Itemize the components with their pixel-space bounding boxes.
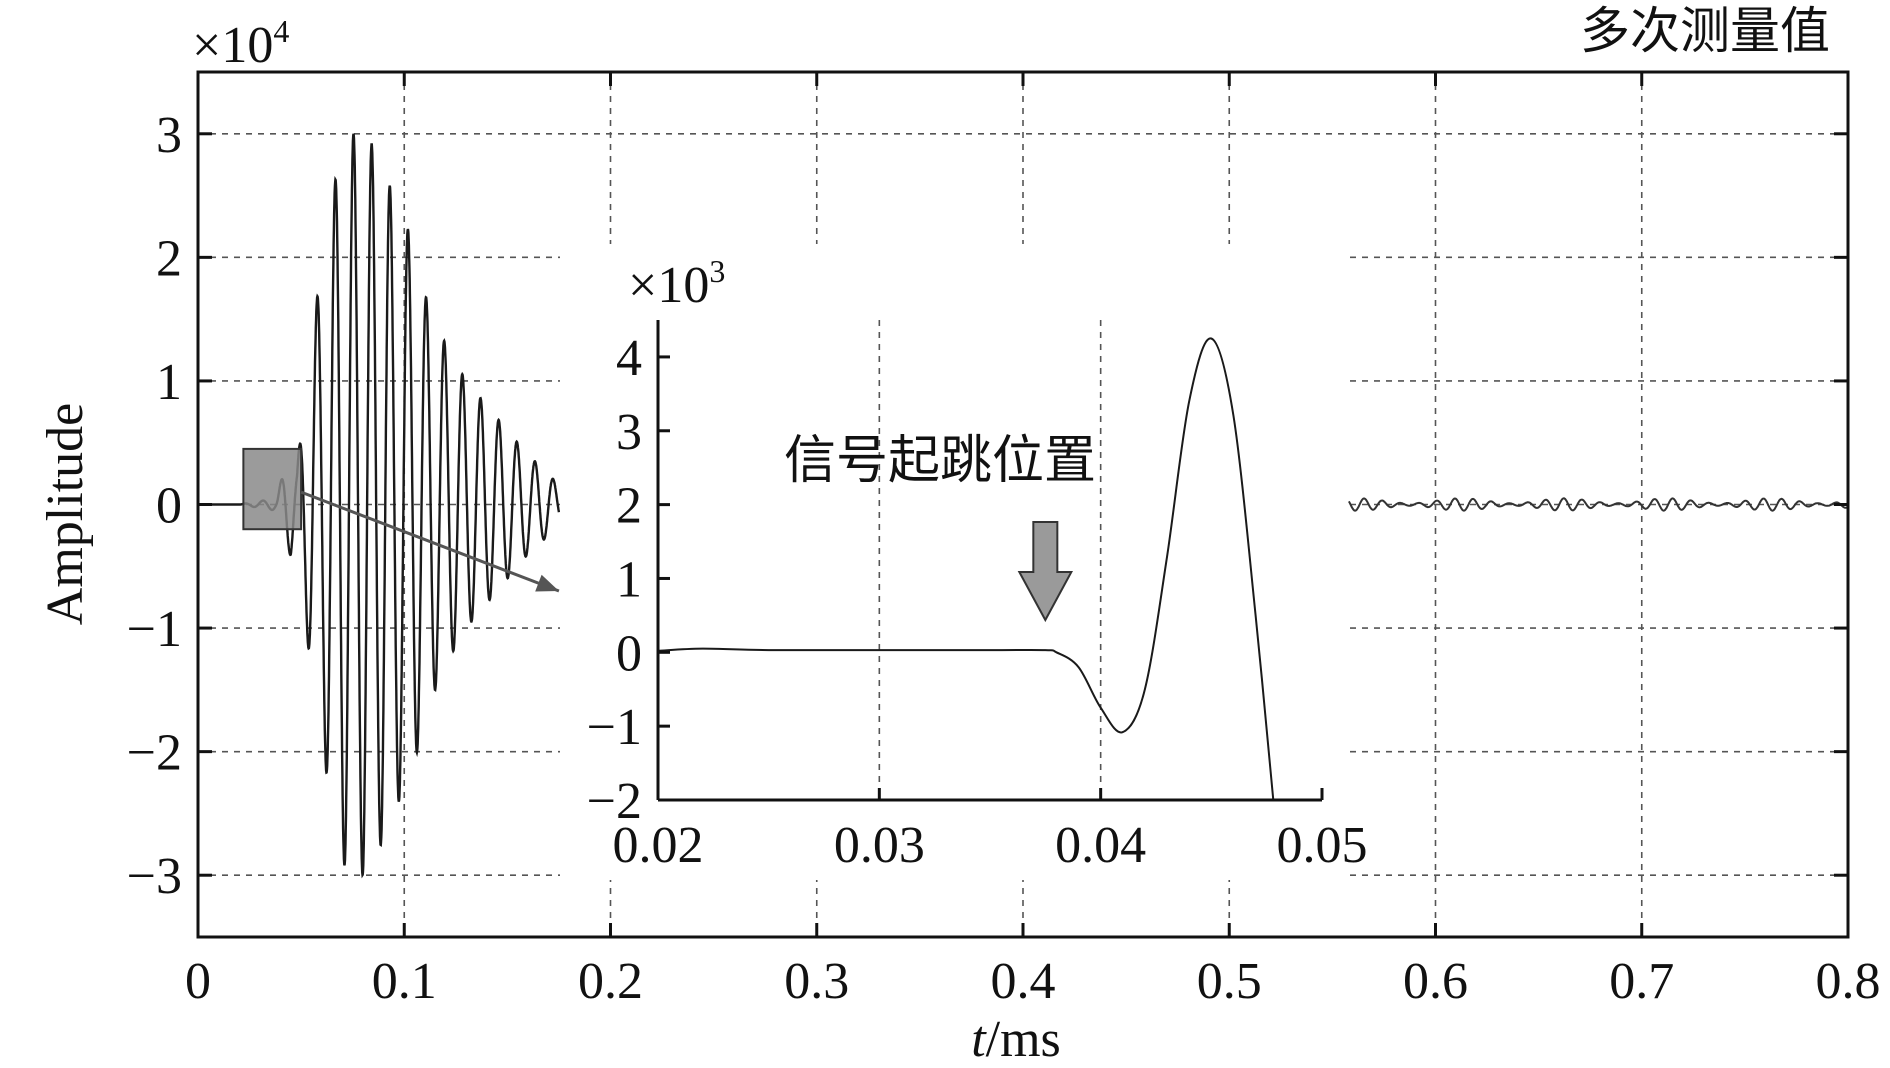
inset-signal-line xyxy=(657,337,1275,801)
inset-y-tick-label: 4 xyxy=(616,330,642,387)
inset-x-tick-labels: 0.02 0.03 0.04 0.05 xyxy=(613,817,1368,874)
main-y-scale-base: ×10 xyxy=(192,17,273,74)
inset-y-scale-exp: 3 xyxy=(709,253,725,289)
inset-x-tick-label: 0.02 xyxy=(613,817,704,874)
main-x-tick-label: 0.4 xyxy=(991,953,1056,1010)
inset-y-tick-label: 1 xyxy=(616,551,642,608)
main-y-scale-label: ×104 xyxy=(192,13,289,74)
x-axis-title-var: t xyxy=(971,1011,987,1068)
zoom-arrow-line xyxy=(300,490,560,593)
main-x-tick-label: 0.5 xyxy=(1197,953,1262,1010)
inset-y-tick-label: −2 xyxy=(587,773,642,830)
inset-x-tick-label: 0.05 xyxy=(1277,817,1368,874)
x-axis-title-unit: /ms xyxy=(986,1011,1061,1068)
inset-axes xyxy=(656,320,1324,802)
signal-onset-arrow-icon xyxy=(1017,521,1074,623)
x-axis-title: t/ms xyxy=(971,1011,1061,1068)
main-y-tick-label: 1 xyxy=(156,354,182,411)
main-y-tick-label: 3 xyxy=(156,107,182,164)
inset-y-tick-label: 3 xyxy=(616,404,642,461)
inset-y-tick-label: 0 xyxy=(616,625,642,682)
main-tail-line xyxy=(1348,497,1849,512)
main-y-tick-label: 2 xyxy=(156,230,182,287)
inset-x-tick-label: 0.04 xyxy=(1055,817,1146,874)
main-ticks xyxy=(196,72,1850,937)
main-x-tick-label: 0 xyxy=(185,953,211,1010)
inset-signal-series xyxy=(657,337,1275,801)
main-x-tick-label: 0.7 xyxy=(1609,953,1674,1010)
zoom-arrow xyxy=(300,490,560,593)
inset-x-tick-label: 0.03 xyxy=(834,817,925,874)
main-y-tick-labels: −3 −2 −1 0 1 2 3 xyxy=(127,107,182,905)
inset-y-scale-label: ×103 xyxy=(628,253,725,314)
main-tail-series xyxy=(1348,497,1849,512)
main-x-tick-label: 0.3 xyxy=(784,953,849,1010)
main-y-scale-exp: 4 xyxy=(273,13,289,49)
legend-entry: 多次测量值 xyxy=(1580,2,1830,60)
main-x-tick-label: 0.2 xyxy=(578,953,643,1010)
inset-y-tick-label: 2 xyxy=(616,478,642,535)
main-y-tick-label: 0 xyxy=(156,478,182,535)
inset-y-tick-labels: −2 −1 0 1 2 3 4 xyxy=(587,330,642,830)
main-x-tick-label: 0.8 xyxy=(1816,953,1881,1010)
inset-y-tick-label: −1 xyxy=(587,699,642,756)
main-x-tick-label: 0.1 xyxy=(372,953,437,1010)
main-y-tick-label: −2 xyxy=(127,725,182,782)
main-x-tick-labels: 0 0.1 0.2 0.3 0.4 0.5 0.6 0.7 0.8 xyxy=(185,953,1881,1010)
y-axis-title: Amplitude xyxy=(37,403,94,625)
inset-background xyxy=(560,244,1348,880)
main-y-tick-label: −1 xyxy=(127,601,182,658)
zoom-arrow-head-icon xyxy=(535,574,559,592)
signal-onset-annotation: 信号起跳位置 xyxy=(784,431,1096,491)
inset-y-scale-base: ×10 xyxy=(628,257,709,314)
main-y-tick-label: −3 xyxy=(127,848,182,905)
zoom-region-box xyxy=(242,447,303,531)
inset-grid xyxy=(878,320,1102,800)
main-x-tick-label: 0.6 xyxy=(1403,953,1468,1010)
